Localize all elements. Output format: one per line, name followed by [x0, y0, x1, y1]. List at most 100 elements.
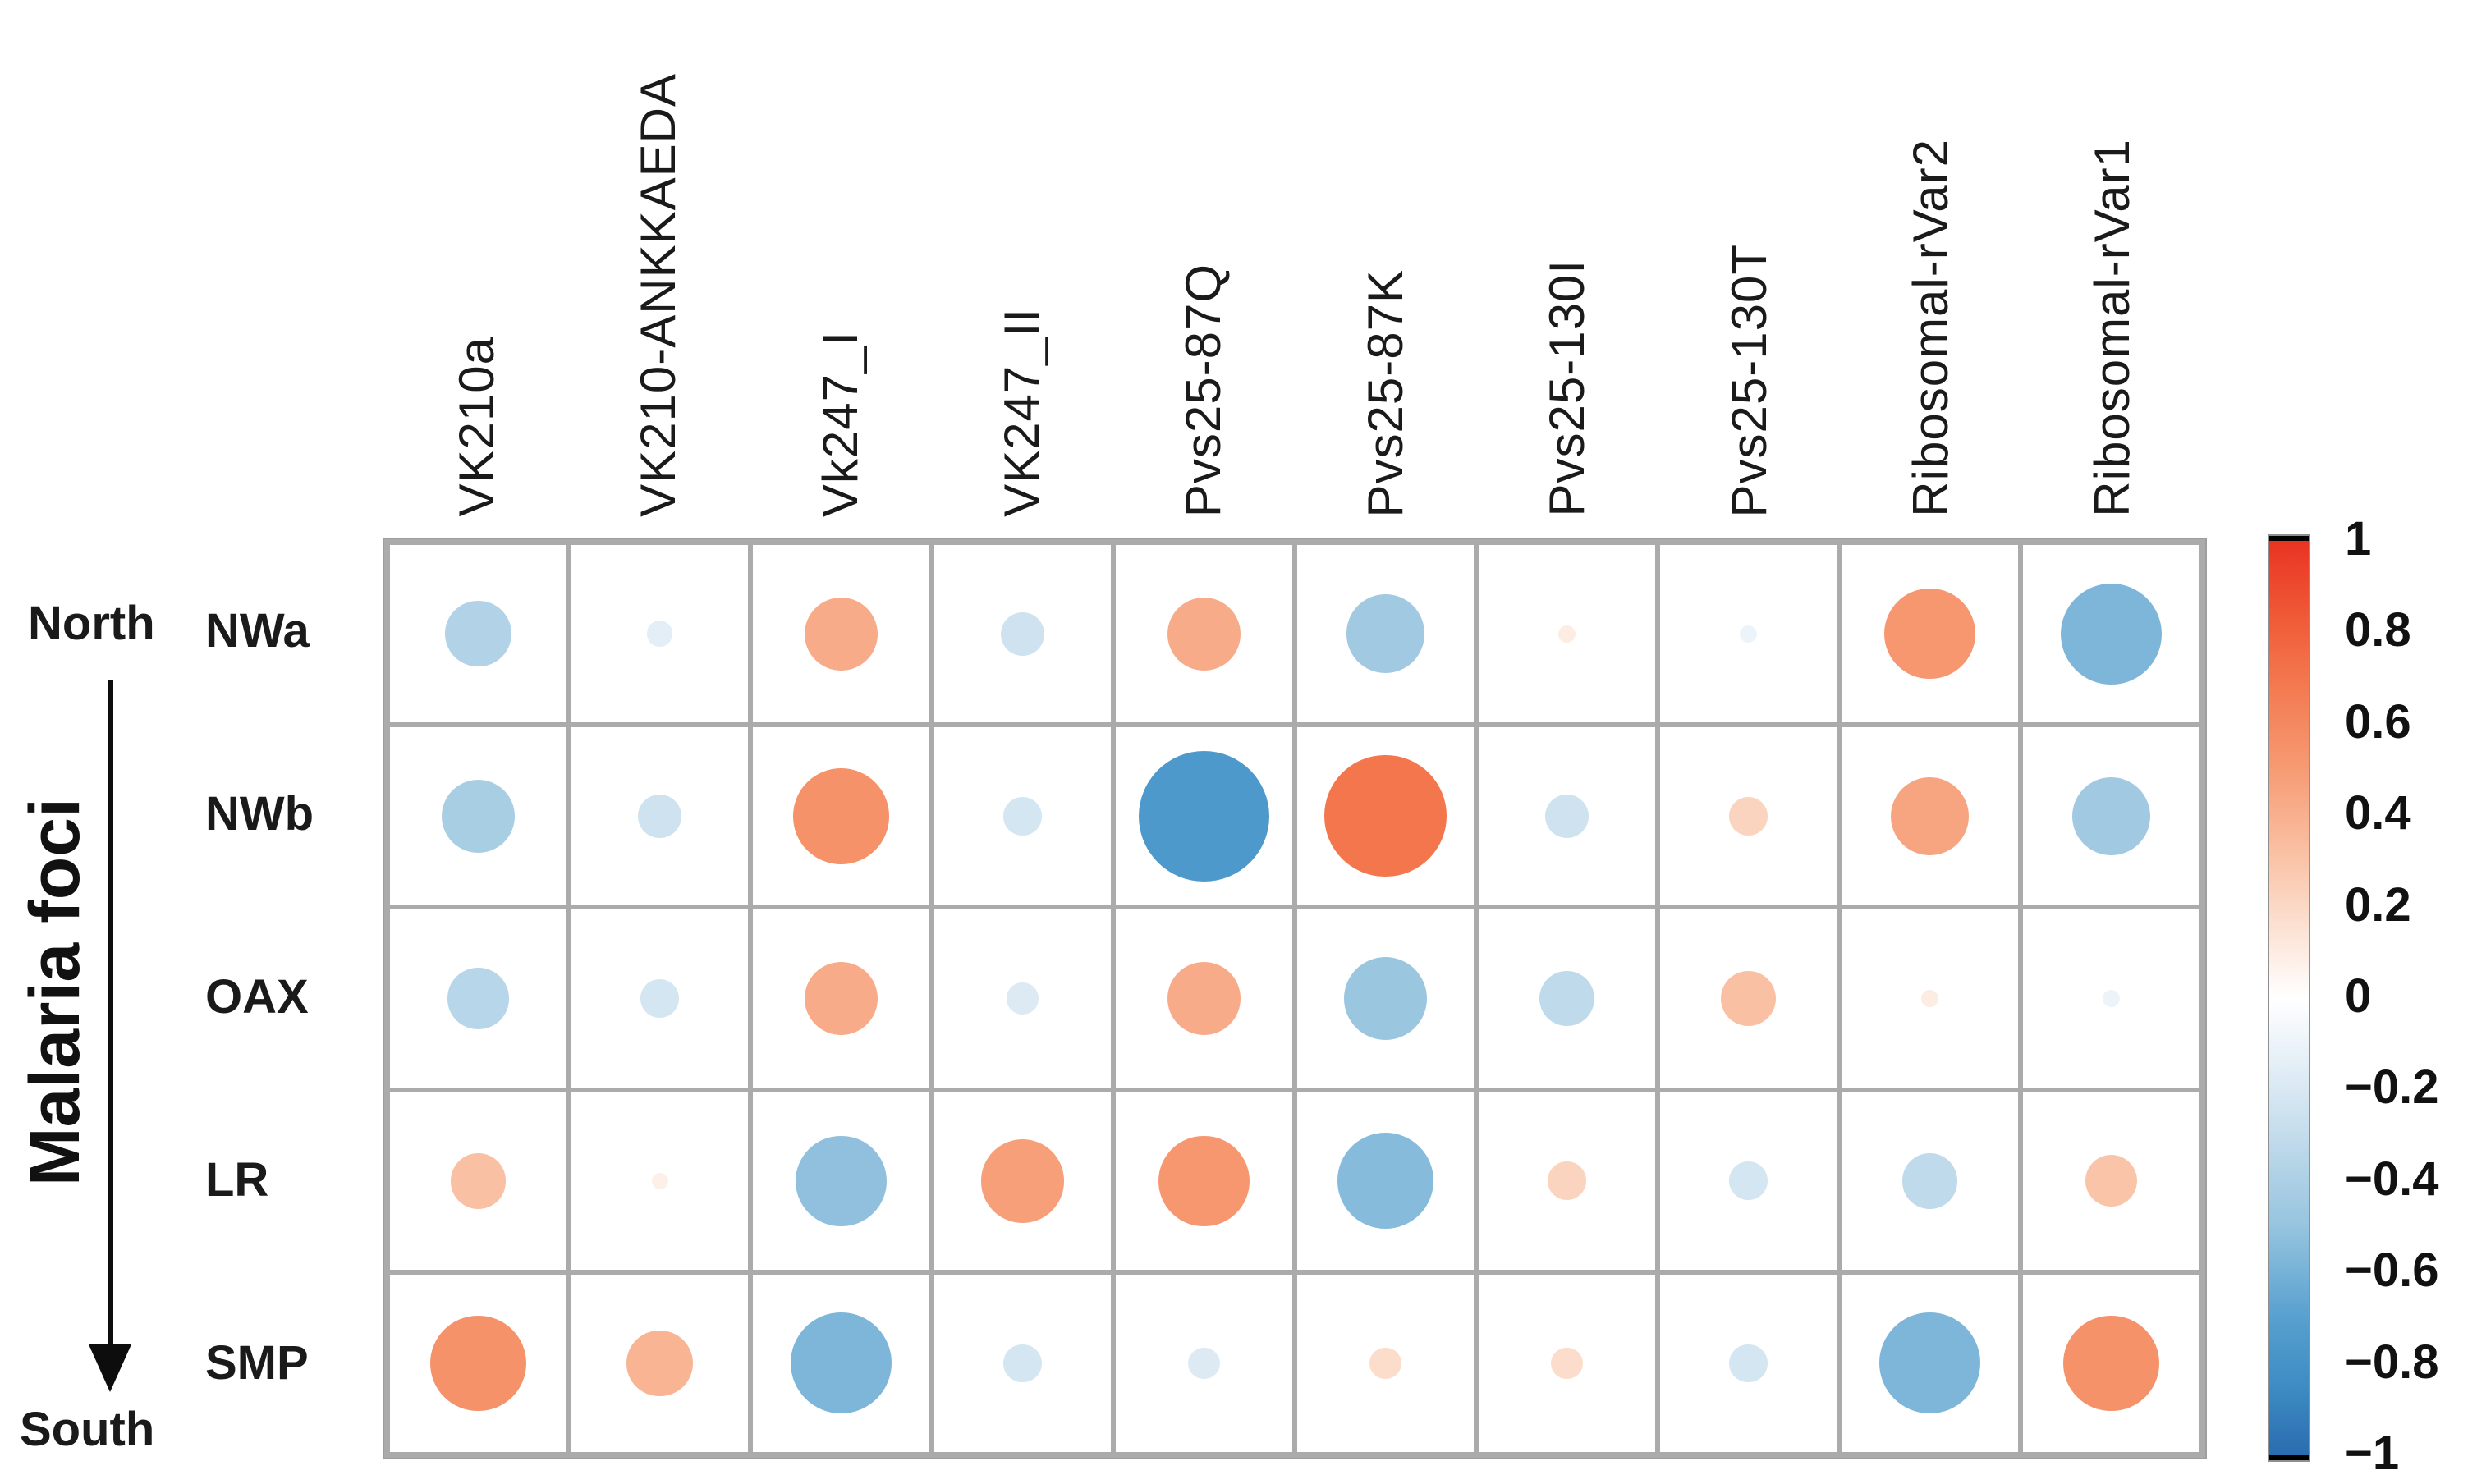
cell-OAX-VK210-ANKKAEDA — [571, 909, 748, 1088]
cell-LR-Pvs25-87K — [1297, 1092, 1474, 1270]
colorbar-tick-1: 1 — [2345, 512, 2372, 566]
cell-NWb-Pvs25-87Q — [1116, 727, 1292, 905]
cell-LR-VK247_II — [934, 1092, 1111, 1270]
correlation-circle-LR-Pvs25-130I — [1548, 1161, 1586, 1200]
correlation-circle-NWb-Pvs25-87K — [1324, 755, 1447, 877]
correlation-circle-NWb-Ribosomal-rVar1 — [2071, 776, 2151, 855]
cell-LR-Pvs25-130T — [1660, 1092, 1837, 1270]
cell-NWa-Pvs25-130T — [1660, 545, 1837, 723]
correlation-circle-LR-Pvs25-87K — [1337, 1133, 1433, 1229]
column-label-Ribosomal-rVar1: Ribosomal-rVar1 — [2085, 139, 2140, 517]
cell-NWb-VK210a — [390, 727, 566, 905]
colorbar-tick-−1: −1 — [2345, 1427, 2400, 1480]
correlation-circle-NWb-VK210-ANKKAEDA — [638, 794, 681, 838]
north-south-arrow-line — [108, 680, 113, 1346]
colorbar-tick-−0.4: −0.4 — [2345, 1152, 2439, 1206]
cell-OAX-Pvs25-87Q — [1116, 909, 1292, 1088]
colorbar-tick-0.4: 0.4 — [2345, 786, 2411, 840]
correlation-circle-NWa-Pvs25-87K — [1346, 594, 1425, 673]
correlation-circle-OAX-Ribosomal-rVar1 — [2102, 989, 2121, 1008]
correlation-circle-NWa-Pvs25-130T — [1739, 625, 1758, 643]
cell-SMP-Pvs25-87Q — [1116, 1274, 1292, 1452]
correlation-circle-SMP-VK210a — [430, 1315, 526, 1412]
cell-LR-VK210a — [390, 1092, 566, 1270]
south-label: South — [20, 1403, 155, 1456]
correlation-circle-LR-VK210a — [450, 1152, 507, 1209]
correlation-circle-LR-Vk247_I — [796, 1135, 887, 1226]
row-label-SMP: SMP — [205, 1335, 309, 1390]
cell-NWa-VK210-ANKKAEDA — [571, 545, 748, 723]
row-label-OAX: OAX — [205, 969, 309, 1024]
cell-NWb-Pvs25-130T — [1660, 727, 1837, 905]
correlation-circle-NWb-VK247_II — [1003, 796, 1042, 836]
cell-OAX-VK247_II — [934, 909, 1111, 1088]
row-axis-title: Malaria foci — [16, 798, 94, 1187]
row-label-NWa: NWa — [205, 603, 310, 657]
cell-OAX-Pvs25-87K — [1297, 909, 1474, 1088]
cell-SMP-Ribosomal-rVar2 — [1842, 1274, 2018, 1452]
correlation-circle-LR-VK247_II — [980, 1138, 1065, 1223]
correlation-circle-NWa-Ribosomal-rVar2 — [1884, 588, 1975, 680]
cell-OAX-VK210a — [390, 909, 566, 1088]
correlation-circle-SMP-VK247_II — [1003, 1344, 1042, 1383]
north-label: North — [28, 597, 155, 650]
correlation-circle-NWb-Ribosomal-rVar2 — [1890, 776, 1970, 855]
correlation-circle-NWa-VK247_II — [1001, 611, 1044, 656]
cell-OAX-Ribosomal-rVar1 — [2023, 909, 2199, 1088]
correlation-circle-SMP-Ribosomal-rVar2 — [1879, 1312, 1980, 1414]
column-label-VK247_II: VK247_II — [993, 308, 1049, 517]
correlation-circle-LR-Ribosomal-rVar1 — [2085, 1154, 2138, 1207]
cell-NWb-Ribosomal-rVar2 — [1842, 727, 2018, 905]
correlation-circle-NWa-Vk247_I — [804, 597, 878, 671]
colorbar-tick-0: 0 — [2345, 969, 2372, 1023]
column-label-Pvs25-130I: Pvs25-130I — [1539, 259, 1595, 517]
cell-SMP-VK210-ANKKAEDA — [571, 1274, 748, 1452]
cell-NWb-Pvs25-87K — [1297, 727, 1474, 905]
cell-LR-Ribosomal-rVar1 — [2023, 1092, 2199, 1270]
cell-NWa-VK247_II — [934, 545, 1111, 723]
cell-SMP-VK247_II — [934, 1274, 1111, 1452]
cell-LR-Vk247_I — [753, 1092, 929, 1270]
colorbar-tick-0.8: 0.8 — [2345, 603, 2411, 657]
correlation-circle-NWa-VK210a — [445, 600, 511, 667]
column-label-VK210a: VK210a — [448, 337, 504, 517]
correlation-circle-SMP-Vk247_I — [791, 1312, 892, 1414]
correlation-circle-LR-Ribosomal-rVar2 — [1901, 1152, 1958, 1209]
colorbar — [2268, 534, 2310, 1462]
cell-SMP-Pvs25-87K — [1297, 1274, 1474, 1452]
cell-NWa-Ribosomal-rVar1 — [2023, 545, 2199, 723]
correlation-circle-OAX-Pvs25-130I — [1539, 970, 1595, 1027]
correlation-circle-OAX-Vk247_I — [804, 961, 878, 1035]
correlation-circle-OAX-VK247_II — [1007, 982, 1039, 1015]
cell-NWa-Pvs25-87Q — [1116, 545, 1292, 723]
cell-LR-Ribosomal-rVar2 — [1842, 1092, 2018, 1270]
cell-SMP-Ribosomal-rVar1 — [2023, 1274, 2199, 1452]
cell-OAX-Pvs25-130T — [1660, 909, 1837, 1088]
colorbar-tick-−0.2: −0.2 — [2345, 1060, 2439, 1115]
cell-OAX-Ribosomal-rVar2 — [1842, 909, 2018, 1088]
cell-NWa-Pvs25-130I — [1479, 545, 1655, 723]
cell-OAX-Vk247_I — [753, 909, 929, 1088]
correlation-circle-SMP-Pvs25-87Q — [1188, 1347, 1220, 1379]
correlation-circle-LR-VK210-ANKKAEDA — [651, 1172, 668, 1189]
correlation-circle-SMP-Pvs25-87K — [1369, 1347, 1401, 1379]
correlation-circle-NWa-Pvs25-87Q — [1167, 597, 1241, 671]
correlation-circle-OAX-Pvs25-87Q — [1167, 961, 1241, 1035]
cell-SMP-Vk247_I — [753, 1274, 929, 1452]
correlation-circle-OAX-Pvs25-130T — [1720, 970, 1777, 1027]
cell-NWb-VK210-ANKKAEDA — [571, 727, 748, 905]
correlation-circle-NWb-Pvs25-130T — [1729, 796, 1768, 836]
correlation-circle-OAX-Pvs25-87K — [1343, 956, 1428, 1041]
cell-SMP-Pvs25-130I — [1479, 1274, 1655, 1452]
correlation-circle-NWb-Pvs25-87Q — [1139, 750, 1269, 882]
cell-NWa-Pvs25-87K — [1297, 545, 1474, 723]
colorbar-tick-−0.6: −0.6 — [2345, 1244, 2439, 1298]
correlation-circle-SMP-Pvs25-130T — [1729, 1344, 1768, 1383]
correlation-matrix-grid — [383, 538, 2207, 1459]
row-label-NWb: NWb — [205, 786, 314, 840]
correlation-circle-NWb-VK210a — [441, 779, 516, 853]
cell-NWa-VK210a — [390, 545, 566, 723]
cell-OAX-Pvs25-130I — [1479, 909, 1655, 1088]
correlation-circle-SMP-Ribosomal-rVar1 — [2063, 1315, 2159, 1412]
